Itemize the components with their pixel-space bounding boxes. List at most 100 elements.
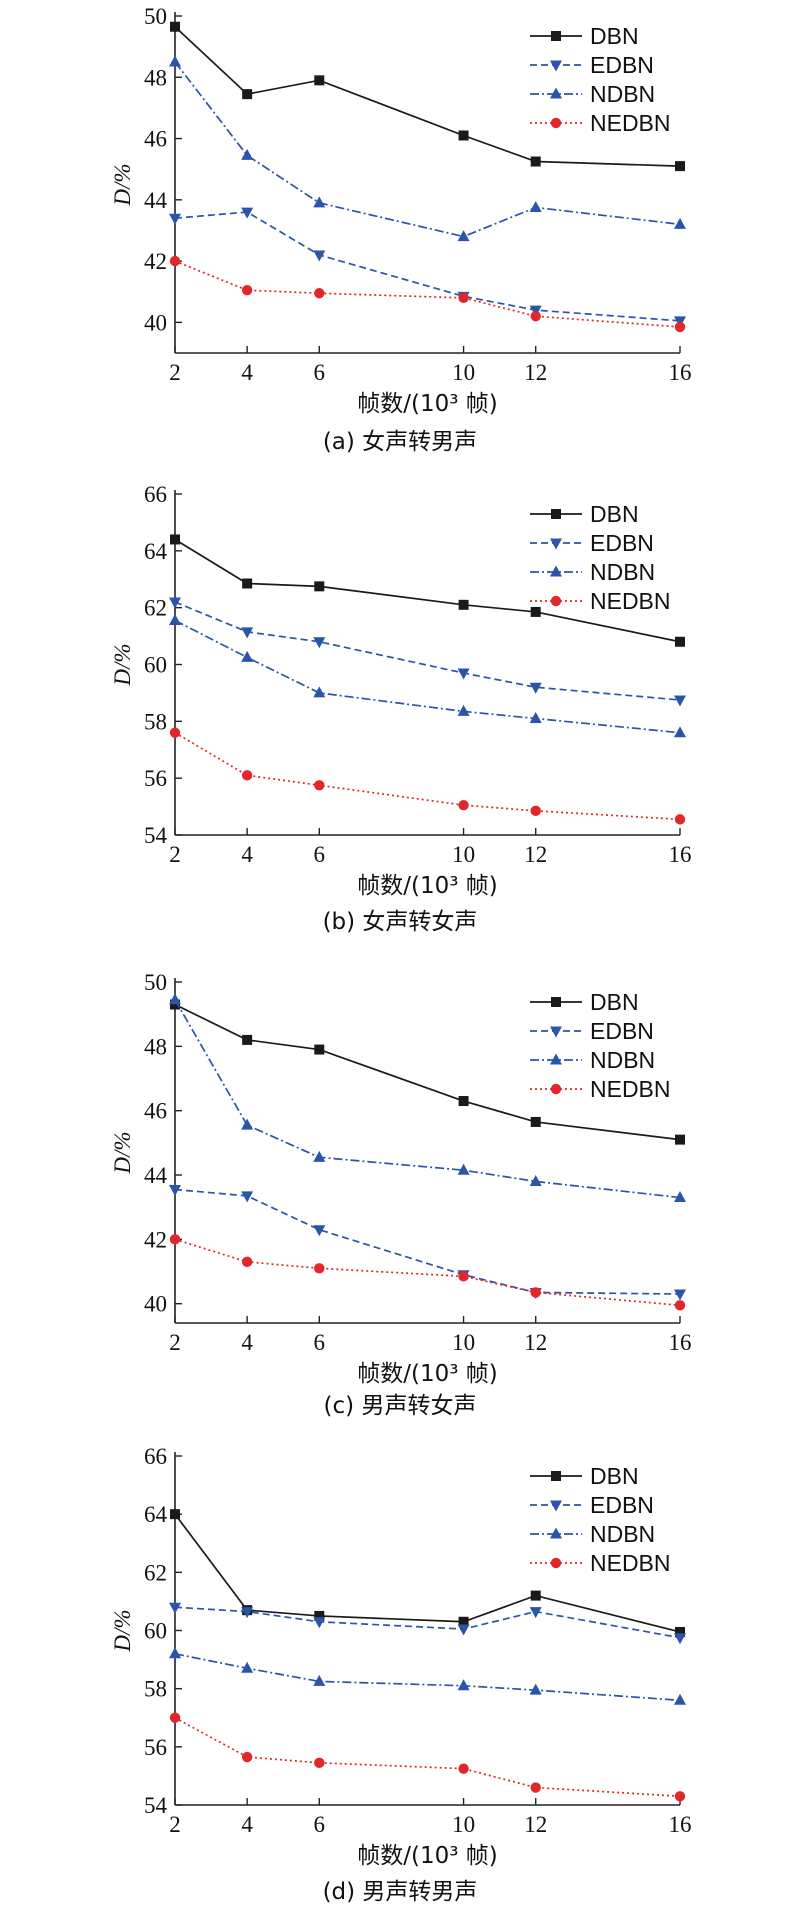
legend-label: DBN bbox=[590, 501, 639, 527]
data-point bbox=[241, 1607, 254, 1619]
data-point bbox=[313, 250, 326, 262]
y-tick-label: 58 bbox=[144, 709, 167, 734]
data-point bbox=[458, 1271, 469, 1282]
y-tick-label: 54 bbox=[144, 1793, 168, 1818]
data-point bbox=[530, 1287, 541, 1298]
caption-c: (c) 男声转女声 bbox=[323, 1393, 477, 1419]
y-tick-label: 44 bbox=[144, 1163, 168, 1188]
chart-d: 54 56 58 60 62 64 66 2 4 6 10 12 16 D/% 帧数/(10³ 帧) DBN E… bbox=[110, 1444, 692, 1869]
legend-item: DBN bbox=[530, 989, 639, 1015]
legend-marker bbox=[551, 1471, 561, 1481]
legend-label: EDBN bbox=[590, 530, 654, 556]
legend-marker bbox=[550, 595, 562, 607]
data-point bbox=[242, 89, 253, 100]
data-point bbox=[170, 1509, 180, 1520]
x-axis-label: 帧数/(10³ 帧) bbox=[357, 391, 498, 417]
data-point bbox=[169, 255, 181, 267]
series-dbn bbox=[170, 999, 685, 1145]
legend-marker bbox=[551, 31, 561, 41]
series-nedbn bbox=[169, 1234, 686, 1311]
y-tick-label: 46 bbox=[144, 127, 167, 152]
y-tick-label: 50 bbox=[144, 4, 167, 29]
x-tick-label: 4 bbox=[241, 842, 253, 867]
caption-a: (a) 女声转男声 bbox=[322, 429, 478, 455]
panel-a: 40 42 44 46 48 50 2 4 6 10 12 16 D/% 帧数/(10³ 帧) DBN EDB… bbox=[0, 0, 800, 470]
data-point bbox=[529, 200, 542, 212]
data-point bbox=[169, 1234, 181, 1245]
x-tick-label: 2 bbox=[169, 360, 181, 385]
legend-label: NDBN bbox=[590, 1047, 655, 1073]
series-edbn bbox=[169, 207, 686, 328]
data-point bbox=[314, 1263, 325, 1274]
x-tick-label: 2 bbox=[169, 842, 181, 867]
series-ndbn bbox=[169, 1647, 686, 1705]
x-tick-label: 2 bbox=[169, 1812, 181, 1837]
series-ndbn bbox=[169, 993, 686, 1203]
series-line bbox=[174, 61, 681, 238]
data-point bbox=[458, 292, 469, 304]
x-tick-label: 6 bbox=[314, 842, 326, 867]
data-point bbox=[458, 599, 469, 610]
data-point bbox=[530, 805, 541, 817]
data-point bbox=[242, 1034, 253, 1045]
data-point bbox=[241, 207, 254, 219]
data-point bbox=[674, 217, 686, 229]
legend-item: EDBN bbox=[530, 52, 654, 78]
legend-label: NEDBN bbox=[590, 588, 671, 614]
series-ndbn bbox=[169, 613, 686, 738]
data-point bbox=[530, 156, 541, 167]
legend-marker bbox=[551, 997, 561, 1007]
legend-item: DBN bbox=[530, 23, 639, 49]
data-point bbox=[169, 1184, 181, 1196]
legend-label: NDBN bbox=[590, 559, 655, 585]
x-tick-label: 4 bbox=[241, 360, 253, 385]
data-point bbox=[314, 780, 325, 791]
data-point bbox=[675, 636, 685, 647]
series-nedbn bbox=[169, 1712, 686, 1802]
legend-item: NDBN bbox=[530, 1521, 655, 1547]
panel-d: 54 56 58 60 62 64 66 2 4 6 10 12 16 D/% 帧数/(10³ 帧) DBN E… bbox=[0, 1432, 800, 1912]
data-point bbox=[675, 1134, 685, 1145]
data-point bbox=[242, 578, 253, 589]
y-tick-label: 66 bbox=[144, 482, 167, 507]
y-tick-label: 48 bbox=[144, 1034, 167, 1059]
y-tick-label: 42 bbox=[144, 249, 167, 274]
chart-b: 54 56 58 60 62 64 66 2 4 6 10 12 16 D/% 帧数/(10³ 帧) DBN E… bbox=[110, 482, 692, 899]
series-line bbox=[174, 260, 681, 328]
legend-label: NEDBN bbox=[590, 110, 671, 136]
x-tick-label: 10 bbox=[452, 1812, 475, 1837]
legend-marker bbox=[550, 1026, 562, 1038]
data-point bbox=[674, 1300, 686, 1311]
x-tick-label: 6 bbox=[314, 1812, 326, 1837]
x-tick-label: 16 bbox=[669, 842, 692, 867]
data-point bbox=[313, 1225, 326, 1237]
series-dbn bbox=[170, 21, 685, 172]
legend-label: EDBN bbox=[590, 1018, 654, 1044]
series-line bbox=[174, 1003, 681, 1141]
data-point bbox=[458, 1096, 469, 1107]
legend-item: EDBN bbox=[530, 1492, 654, 1518]
legend-marker bbox=[550, 1500, 562, 1512]
data-point bbox=[675, 161, 685, 172]
data-point bbox=[169, 727, 181, 738]
data-point bbox=[457, 230, 470, 242]
x-tick-label: 10 bbox=[452, 1330, 475, 1355]
data-point bbox=[170, 999, 180, 1010]
data-point bbox=[241, 1751, 253, 1763]
data-point bbox=[169, 597, 181, 609]
legend-item: NEDBN bbox=[530, 110, 671, 136]
legend-marker bbox=[550, 87, 562, 99]
y-tick-label: 46 bbox=[144, 1099, 167, 1124]
data-point bbox=[529, 682, 542, 694]
data-point bbox=[314, 1610, 325, 1621]
series-edbn bbox=[169, 597, 686, 707]
y-tick-label: 44 bbox=[144, 188, 168, 213]
y-tick-label: 64 bbox=[144, 539, 168, 564]
legend-label: EDBN bbox=[590, 52, 654, 78]
legend-label: NDBN bbox=[590, 1521, 655, 1547]
x-tick-label: 6 bbox=[314, 360, 326, 385]
data-point bbox=[170, 21, 180, 32]
data-point bbox=[241, 284, 253, 296]
